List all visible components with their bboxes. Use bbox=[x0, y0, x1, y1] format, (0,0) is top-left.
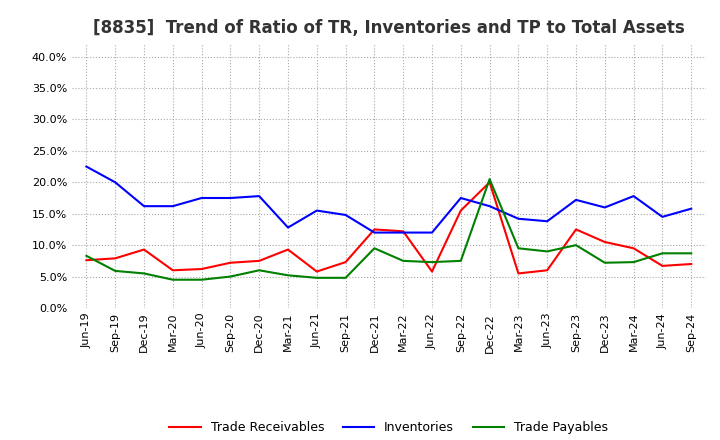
Trade Payables bbox=[370, 246, 379, 251]
Line: Trade Receivables: Trade Receivables bbox=[86, 182, 691, 273]
Trade Payables bbox=[543, 249, 552, 254]
Trade Receivables bbox=[111, 256, 120, 261]
Trade Payables bbox=[197, 277, 206, 282]
Trade Payables bbox=[226, 274, 235, 279]
Trade Receivables bbox=[687, 261, 696, 267]
Trade Payables bbox=[111, 268, 120, 274]
Inventories bbox=[658, 214, 667, 220]
Trade Payables bbox=[572, 242, 580, 248]
Trade Receivables bbox=[255, 258, 264, 264]
Trade Receivables bbox=[284, 247, 292, 252]
Inventories bbox=[197, 195, 206, 201]
Trade Receivables bbox=[572, 227, 580, 232]
Trade Payables bbox=[82, 253, 91, 258]
Inventories bbox=[572, 197, 580, 202]
Inventories bbox=[514, 216, 523, 221]
Trade Payables bbox=[255, 268, 264, 273]
Inventories bbox=[485, 204, 494, 209]
Trade Receivables bbox=[140, 247, 148, 252]
Inventories bbox=[284, 225, 292, 230]
Trade Payables bbox=[284, 273, 292, 278]
Trade Payables bbox=[485, 176, 494, 182]
Trade Receivables bbox=[456, 208, 465, 213]
Line: Inventories: Inventories bbox=[86, 167, 691, 233]
Inventories bbox=[168, 204, 177, 209]
Inventories bbox=[399, 230, 408, 235]
Trade Receivables bbox=[629, 246, 638, 251]
Inventories bbox=[428, 230, 436, 235]
Trade Payables bbox=[341, 275, 350, 280]
Trade Receivables bbox=[543, 268, 552, 273]
Trade Payables bbox=[428, 260, 436, 265]
Inventories bbox=[82, 164, 91, 169]
Inventories bbox=[312, 208, 321, 213]
Trade Payables bbox=[168, 277, 177, 282]
Inventories bbox=[255, 194, 264, 199]
Inventories bbox=[600, 205, 609, 210]
Inventories bbox=[341, 213, 350, 218]
Trade Payables bbox=[456, 258, 465, 264]
Trade Payables bbox=[514, 246, 523, 251]
Inventories bbox=[687, 206, 696, 211]
Line: Trade Payables: Trade Payables bbox=[86, 179, 691, 280]
Trade Receivables bbox=[197, 266, 206, 271]
Trade Receivables bbox=[312, 269, 321, 274]
Trade Receivables bbox=[370, 227, 379, 232]
Trade Receivables bbox=[428, 269, 436, 274]
Title: [8835]  Trend of Ratio of TR, Inventories and TP to Total Assets: [8835] Trend of Ratio of TR, Inventories… bbox=[93, 19, 685, 37]
Inventories bbox=[629, 194, 638, 199]
Trade Receivables bbox=[600, 239, 609, 245]
Inventories bbox=[111, 180, 120, 185]
Inventories bbox=[226, 195, 235, 201]
Inventories bbox=[456, 195, 465, 201]
Trade Payables bbox=[140, 271, 148, 276]
Trade Receivables bbox=[658, 263, 667, 268]
Inventories bbox=[370, 230, 379, 235]
Trade Receivables bbox=[485, 180, 494, 185]
Trade Payables bbox=[399, 258, 408, 264]
Trade Receivables bbox=[341, 260, 350, 265]
Trade Payables bbox=[658, 251, 667, 256]
Inventories bbox=[140, 204, 148, 209]
Trade Receivables bbox=[168, 268, 177, 273]
Trade Payables bbox=[629, 260, 638, 265]
Trade Payables bbox=[600, 260, 609, 265]
Inventories bbox=[543, 219, 552, 224]
Trade Payables bbox=[312, 275, 321, 280]
Trade Receivables bbox=[399, 229, 408, 234]
Trade Payables bbox=[687, 251, 696, 256]
Trade Receivables bbox=[226, 260, 235, 265]
Legend: Trade Receivables, Inventories, Trade Payables: Trade Receivables, Inventories, Trade Pa… bbox=[164, 416, 613, 439]
Trade Receivables bbox=[514, 271, 523, 276]
Trade Receivables bbox=[82, 257, 91, 263]
